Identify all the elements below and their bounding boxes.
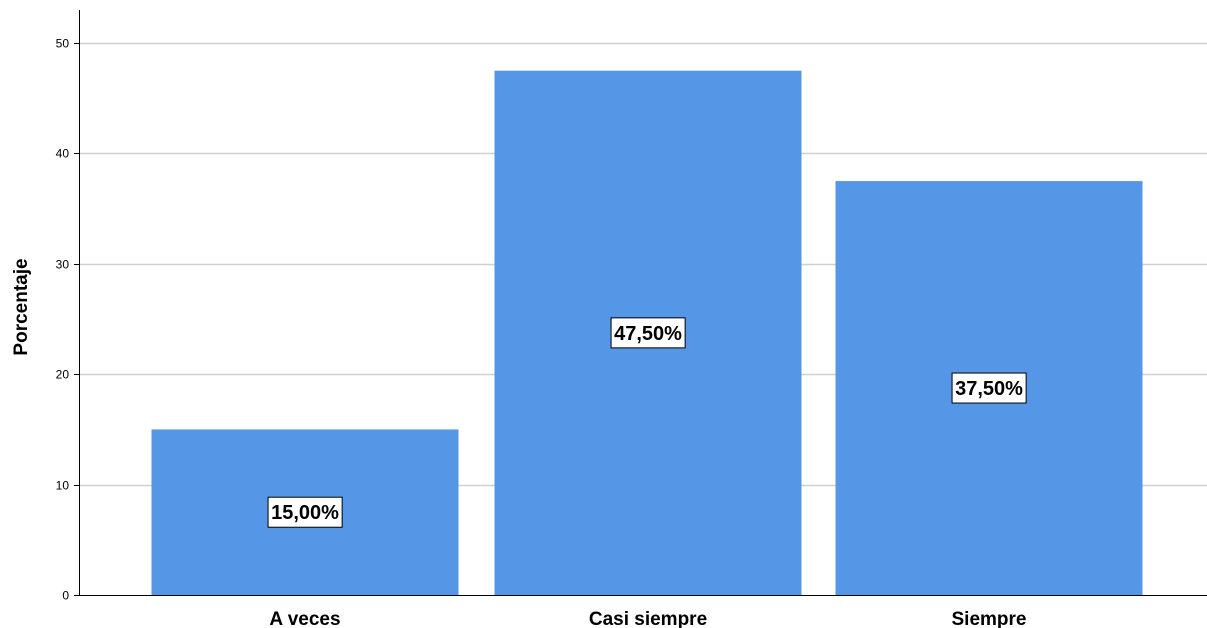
data-labels: 15,00% 47,50% 37,50% [267, 317, 1027, 528]
category-label: A veces [269, 609, 340, 628]
category-labels: A veces Casi siempre Siempre [269, 609, 1026, 628]
data-label-box [610, 317, 686, 349]
category-label: Casi siempre [589, 609, 707, 628]
y-tick-label: 0 [62, 589, 69, 603]
y-tick-label: 10 [56, 479, 70, 493]
data-label-text: 15,00% [271, 502, 339, 524]
data-label-box [267, 496, 343, 528]
data-label: 47,50% [610, 317, 686, 349]
category-label: Siempre [952, 609, 1027, 628]
data-label-box [951, 372, 1027, 404]
data-label-text: 47,50% [614, 323, 682, 345]
y-tick-label: 50 [56, 37, 70, 51]
y-axis-title: Porcentaje [11, 258, 32, 355]
y-tick-labels: 0 10 20 30 40 50 [56, 37, 79, 603]
axes [79, 10, 1207, 596]
y-tick-label: 30 [56, 258, 70, 272]
data-label-text: 37,50% [955, 378, 1023, 400]
data-label: 15,00% [267, 496, 343, 528]
y-tick-label: 20 [56, 368, 70, 382]
y-tick-label: 40 [56, 147, 70, 161]
data-label: 37,50% [951, 372, 1027, 404]
